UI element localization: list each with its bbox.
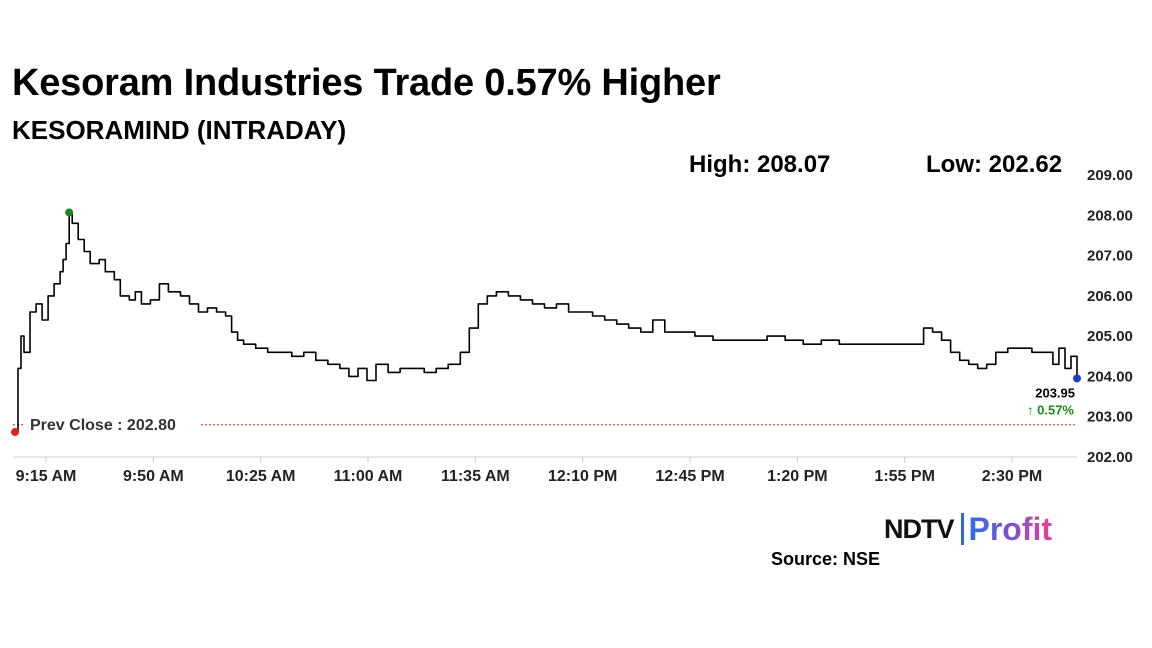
x-tick-label: 12:10 PM xyxy=(548,468,617,485)
y-tick-label: 208.00 xyxy=(1087,207,1133,224)
y-axis: 209.00 208.00 207.00 206.00 205.00 204.00 203.… xyxy=(1087,167,1133,466)
brand-ndtv: NDTV xyxy=(884,513,954,544)
x-tick-label: 11:00 AM xyxy=(334,468,403,485)
y-tick-label: 202.00 xyxy=(1087,449,1133,466)
x-tick-label: 1:20 PM xyxy=(767,468,827,485)
prev-close-label-bg xyxy=(24,414,199,435)
source-label: Source: NSE xyxy=(771,549,881,569)
ndtv-profit-logo: NDTV Profit xyxy=(884,511,1052,547)
prev-close-label: Prev Close : 202.80 xyxy=(30,417,176,434)
chart-subtitle: KESORAMIND (INTRADAY) xyxy=(12,115,347,145)
brand-separator xyxy=(960,513,964,545)
x-tick-label: 1:55 PM xyxy=(874,468,934,485)
x-tick-label: 9:50 AM xyxy=(123,468,184,485)
chart-title: Kesoram Industries Trade 0.57% Higher xyxy=(12,62,721,104)
day-high-label: High: 208.07 xyxy=(689,151,831,178)
y-tick-label: 206.00 xyxy=(1087,288,1133,305)
last-price-label: 203.95 xyxy=(1035,385,1075,400)
x-axis: 9:15 AM 9:50 AM 10:25 AM 11:00 AM 11:35 AM 12… xyxy=(16,457,1042,485)
x-tick-label: 10:25 AM xyxy=(226,468,296,485)
x-tick-label: 12:45 PM xyxy=(655,468,724,485)
x-tick-label: 11:35 AM xyxy=(441,468,510,485)
high-marker xyxy=(65,208,74,217)
y-tick-label: 209.00 xyxy=(1087,167,1133,184)
x-tick-label: 9:15 AM xyxy=(16,468,77,485)
low-marker xyxy=(11,428,19,437)
last-price-marker xyxy=(1073,374,1081,383)
x-tick-label: 2:30 PM xyxy=(982,468,1042,485)
price-series-line xyxy=(15,211,1078,433)
y-tick-label: 205.00 xyxy=(1087,328,1133,345)
y-tick-label: 203.00 xyxy=(1087,409,1133,426)
day-low-label: Low: 202.62 xyxy=(926,151,1063,178)
change-percent-label: ↑ 0.57% xyxy=(1027,402,1074,417)
y-tick-label: 204.00 xyxy=(1087,368,1133,385)
brand-profit: Profit xyxy=(968,510,1053,547)
y-tick-label: 207.00 xyxy=(1087,248,1133,265)
